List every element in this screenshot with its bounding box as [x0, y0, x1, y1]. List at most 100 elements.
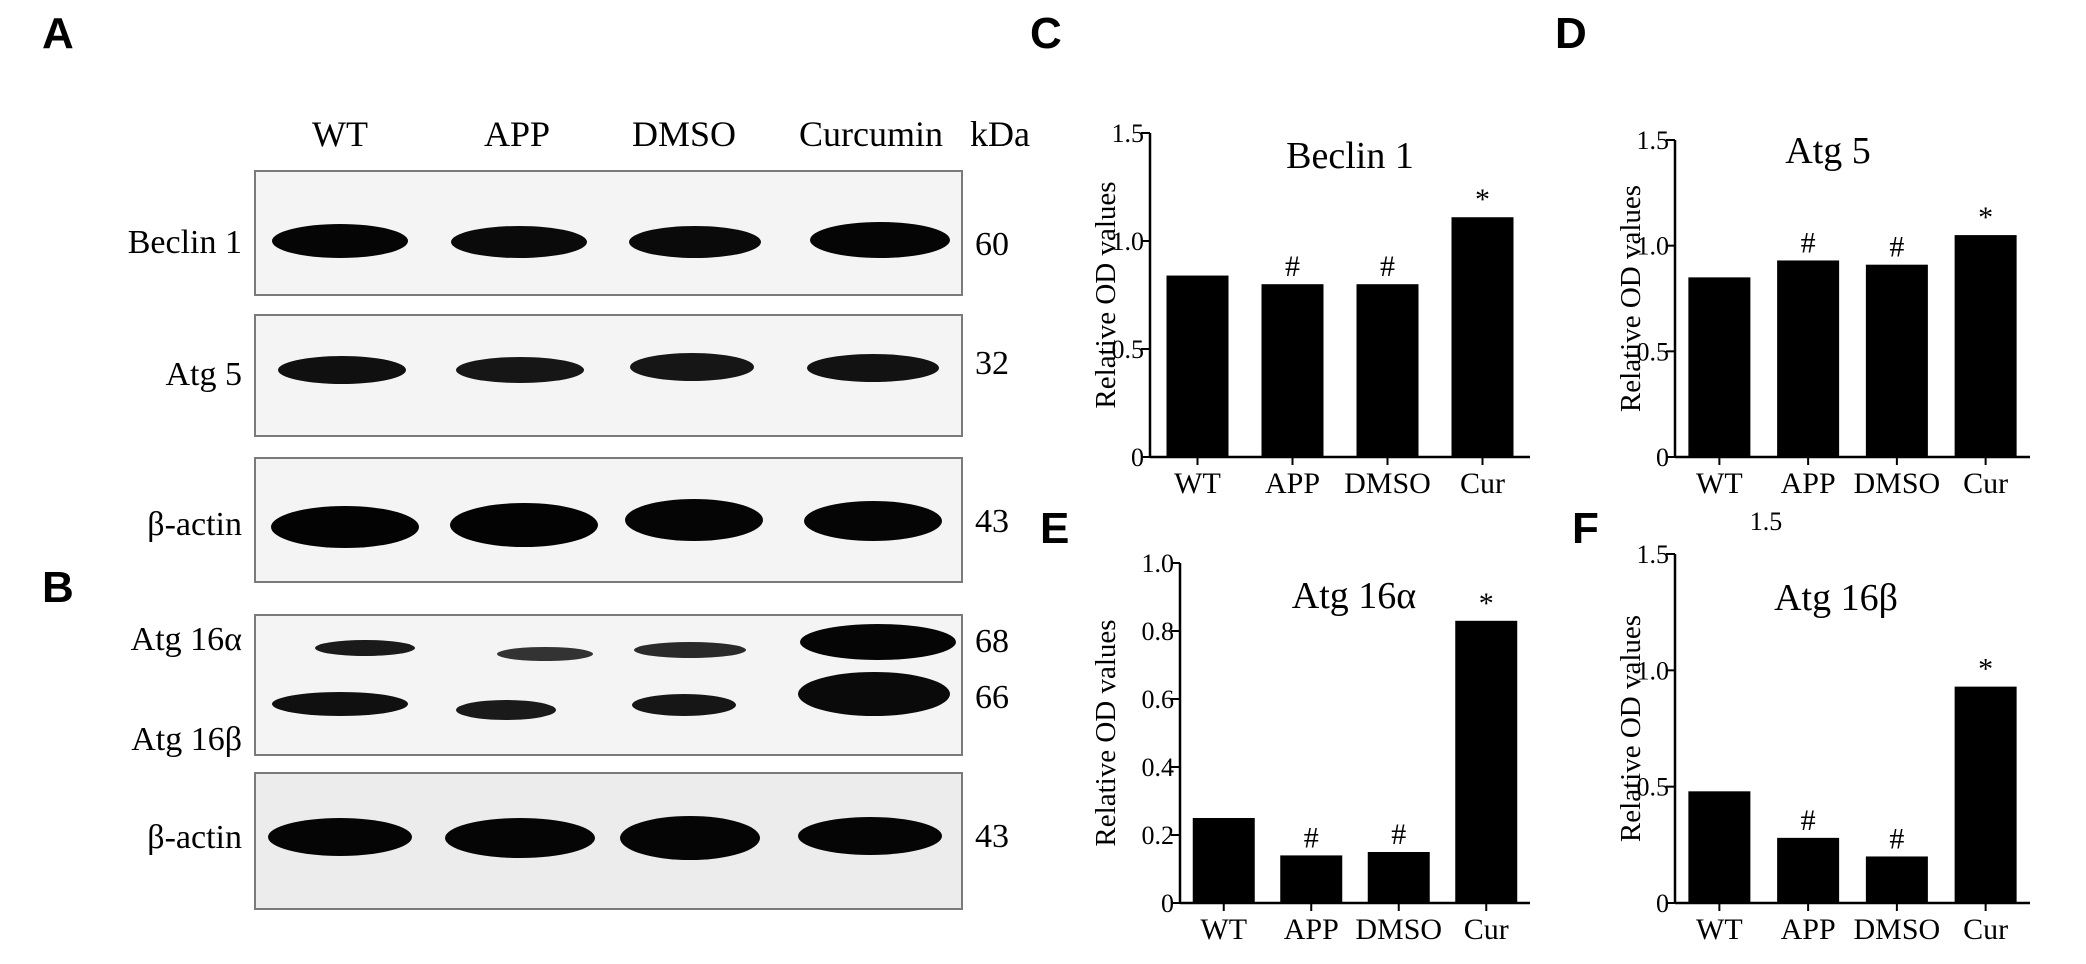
bar-cur [1954, 235, 2017, 457]
bar-wt [1192, 818, 1255, 903]
x-tick-label: APP [1284, 913, 1339, 946]
bar-wt [1688, 277, 1751, 457]
significance-hash: # [1285, 250, 1300, 283]
bands-beclin1 [272, 222, 950, 258]
y-tick-label: 0.8 [1142, 617, 1175, 646]
band [625, 499, 763, 541]
blot-row-label-beta-actin-b: β-actin [147, 819, 242, 856]
y-tick-label: 1.5 [1637, 540, 1670, 569]
bands-atg5 [278, 353, 939, 384]
x-tick-label: WT [1696, 467, 1743, 500]
lane-label-app: APP [484, 114, 550, 154]
blot-row-label-beclin1: Beclin 1 [128, 224, 242, 261]
band [630, 353, 754, 381]
band [456, 700, 556, 720]
x-tick-label: Cur [1963, 467, 2008, 500]
y-tick-label: 0.2 [1142, 821, 1175, 850]
band [268, 818, 412, 856]
bands-beta-actin-b [268, 816, 942, 860]
x-tick-label: WT [1696, 913, 1743, 946]
y-tick-label: 0 [1161, 889, 1174, 918]
x-tick-label: Cur [1963, 913, 2008, 946]
y-axis-label: Relative OD values [1090, 181, 1122, 408]
band [456, 357, 584, 383]
significance-star: * [1978, 201, 1993, 234]
panel-letter-a: A [42, 9, 74, 58]
band [272, 224, 408, 258]
significance-hash: # [1391, 818, 1406, 851]
blot-row-label-atg5: Atg 5 [166, 356, 243, 393]
x-tick-label: DMSO [1854, 913, 1941, 946]
band [629, 226, 761, 258]
significance-hash: # [1889, 231, 1904, 264]
bands-beta-actin-a [271, 499, 942, 548]
panel-letter-d: D [1555, 9, 1587, 58]
kda-atg16a: 68 [975, 623, 1009, 660]
kda-atg16b: 66 [975, 679, 1009, 716]
y-tick-label: 1.0 [1112, 227, 1145, 256]
kda-beta-actin-b: 43 [975, 818, 1009, 855]
kda-header: kDa [970, 114, 1030, 154]
significance-star: * [1978, 653, 1993, 686]
band [450, 503, 598, 547]
panel-letter-c: C [1030, 9, 1062, 58]
y-tick-label: 0.4 [1142, 753, 1175, 782]
band [804, 501, 942, 541]
lane-label-curcumin: Curcumin [799, 114, 943, 154]
blot-row-label-beta-actin-a: β-actin [147, 506, 242, 543]
bar-chart-beclin1: 0 0.5 1.0 1.5 WT APP # DMSO # Cur * Beclin 1 Relativ… [1090, 119, 1530, 500]
band [271, 506, 419, 548]
blot-row-label-atg16a: Atg 16α [131, 621, 243, 658]
chart-title: Atg 5 [1785, 130, 1871, 172]
band [800, 624, 956, 660]
significance-hash: # [1380, 250, 1395, 283]
band [798, 672, 950, 716]
bar-app [1261, 284, 1324, 457]
bar-chart-atg16b: 0 0.5 1.0 1.5 WT APP # DMSO # Cur * Atg 16β Relative… [1615, 540, 2030, 946]
band [807, 354, 939, 382]
significance-hash: # [1801, 226, 1816, 259]
bar-dmso [1865, 856, 1928, 903]
y-tick-label: 0 [1131, 443, 1144, 472]
x-tick-label: DMSO [1854, 467, 1941, 500]
y-tick-label: 1.0 [1142, 549, 1175, 578]
band [272, 692, 408, 716]
bar-cur [1954, 686, 2017, 903]
y-tick-label: 0.6 [1142, 685, 1175, 714]
significance-star: * [1475, 183, 1490, 216]
kda-atg5: 32 [975, 345, 1009, 382]
y-tick-label: 1.0 [1637, 232, 1670, 261]
bar-cur [1451, 217, 1514, 457]
y-tick-label: 0.5 [1637, 337, 1670, 366]
stray-tick-label: 1.5 [1750, 507, 1783, 536]
bar-app [1280, 855, 1343, 903]
bar-wt [1688, 791, 1751, 903]
panel-letter-f: F [1572, 504, 1599, 553]
x-tick-label: WT [1174, 467, 1221, 500]
x-tick-label: DMSO [1344, 467, 1431, 500]
x-tick-label: APP [1781, 913, 1836, 946]
significance-star: * [1479, 587, 1494, 620]
band [632, 694, 736, 716]
y-tick-label: 0.5 [1112, 335, 1145, 364]
bands-atg16 [272, 624, 956, 720]
band [634, 642, 746, 658]
bar-dmso [1367, 852, 1430, 903]
bar-chart-atg5: 0 0.5 1.0 1.5 WT APP # DMSO # Cur * Atg 5 Relative O… [1615, 126, 2030, 500]
panel-letter-e: E [1040, 504, 1069, 553]
panel-letter-b: B [42, 563, 74, 612]
band [315, 640, 415, 656]
bar-app [1777, 260, 1840, 457]
lane-label-dmso: DMSO [632, 114, 736, 154]
y-axis-label: Relative OD values [1090, 619, 1122, 846]
x-tick-label: APP [1781, 467, 1836, 500]
y-tick-label: 1.5 [1112, 119, 1145, 148]
y-axis-label: Relative OD values [1615, 615, 1647, 842]
bar-dmso [1865, 264, 1928, 457]
lane-label-wt: WT [312, 114, 368, 154]
chart-title: Atg 16β [1774, 577, 1898, 619]
x-tick-label: Cur [1464, 913, 1509, 946]
western-blot: WT APP DMSO Curcumin kDa Beclin 1 60 Atg… [128, 114, 1030, 910]
band [798, 817, 942, 855]
